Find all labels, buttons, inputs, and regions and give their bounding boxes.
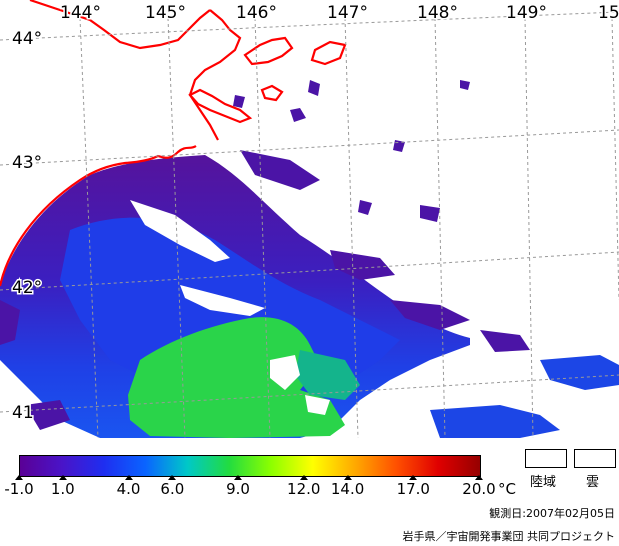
sea-fragment (390, 300, 470, 330)
meridian (254, 17, 271, 439)
colorbar-tick-mark (168, 475, 177, 480)
colorbar-tick-label: 17.0 (396, 480, 430, 498)
sea-fragment (240, 150, 320, 190)
sea-fragment (460, 80, 470, 90)
colorbar-tick-mark (409, 475, 418, 480)
longitude-label: 145° (145, 3, 186, 23)
shiretoko-peninsula (188, 9, 242, 141)
latitude-label: 41 (12, 403, 34, 423)
meridian (79, 17, 99, 439)
meridian (611, 17, 619, 301)
sea-fragment (290, 108, 306, 122)
colorbar-tick-mark (299, 475, 308, 480)
temperature-field (0, 80, 619, 438)
shikotan-island (310, 40, 347, 66)
east-blue-patch (540, 355, 619, 390)
colorbar-tick-mark (475, 475, 483, 480)
parallel (0, 251, 619, 291)
colorbar-tick-label: 14.0 (330, 480, 365, 498)
warm-water-region (128, 317, 345, 438)
southeast-blue-patch (430, 405, 560, 438)
longitude-label: 148° (417, 3, 458, 23)
sea-fragment (25, 400, 70, 430)
cloud-gap (270, 355, 300, 390)
sea-fragment (480, 330, 530, 352)
colorbar-tick-label: 20.0 (462, 480, 496, 498)
cool-green-patch (295, 350, 360, 400)
longitude-label: 147° (327, 3, 368, 23)
colorbar-tick-label: 1.0 (50, 480, 75, 498)
colorbar-tick-label: 6.0 (160, 480, 185, 498)
cloud-gap (305, 395, 330, 415)
sea-fragment (308, 80, 320, 96)
parallel (0, 11, 619, 41)
sea-surface-temperature-map: 144° 145° 146° 147° 148° 149° 15 44° 43°… (0, 0, 619, 439)
sea-fragment (420, 205, 440, 222)
colorbar-tick-label: 12.0 (287, 480, 321, 498)
cloud-gap (130, 200, 230, 262)
longitude-label: 144° (60, 3, 101, 23)
sea-fragment (330, 250, 395, 280)
land-legend-swatch (525, 449, 567, 468)
coastline (0, 0, 347, 287)
colorbar-tick-label: 4.0 (116, 480, 141, 498)
hokkaido-north-coast (29, 0, 211, 50)
longitude-labels: 144° 145° 146° 147° 148° 149° 15 (59, 2, 619, 25)
observation-date: 観測日:2007年02月05日 (489, 507, 615, 520)
temperature-unit: °C (498, 480, 516, 498)
latitude-label: 42° (12, 278, 42, 298)
cloud-legend-swatch (574, 449, 616, 468)
hokkaido-east-coast (0, 145, 197, 287)
colorbar-tick-mark (234, 475, 243, 480)
habomai-islands (260, 84, 284, 102)
meridian (524, 17, 534, 439)
colorbar-tick-label: -1.0 (4, 480, 34, 498)
longitude-label: 149° (506, 3, 547, 23)
colorbar-tick-label: 9.0 (226, 480, 250, 498)
latitude-labels: 44° 43° 42° 41 (11, 28, 44, 425)
sea-fragment (0, 300, 20, 345)
cloud-legend-label: 雲 (586, 475, 600, 490)
iturup-island (243, 36, 294, 66)
parallel (0, 374, 619, 413)
sea-fragment (358, 200, 372, 215)
parallel (0, 129, 619, 166)
graticule (0, 11, 619, 439)
meridian (344, 17, 359, 439)
latitude-label: 43° (12, 153, 42, 173)
cloud-gap (180, 285, 265, 316)
land-legend-label: 陸域 (530, 475, 557, 490)
sea-fragment (233, 95, 245, 108)
temperature-colorbar (19, 455, 481, 477)
colorbar-tick-mark (58, 475, 67, 480)
colorbar-tick-mark (343, 475, 352, 480)
meridian (167, 17, 186, 439)
credit-line: 岩手県／宇宙開発事業団 共同プロジェクト (402, 530, 616, 543)
colorbar-tick-mark (15, 475, 23, 480)
latitude-label: 44° (12, 29, 42, 49)
longitude-label: 146° (236, 3, 277, 23)
colorbar-tick-mark (124, 475, 133, 480)
kunashir-island (188, 88, 253, 124)
meridian (434, 17, 446, 439)
longitude-label: 15 (598, 3, 619, 23)
